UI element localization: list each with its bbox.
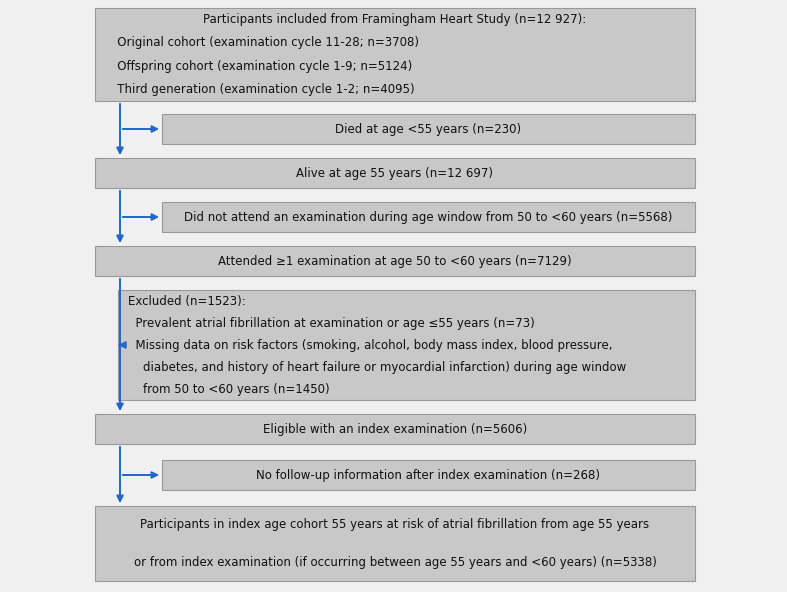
FancyBboxPatch shape xyxy=(95,506,695,581)
Text: Participants included from Framingham Heart Study (n=12 927):: Participants included from Framingham He… xyxy=(203,13,586,26)
Text: Alive at age 55 years (n=12 697): Alive at age 55 years (n=12 697) xyxy=(297,166,493,179)
FancyBboxPatch shape xyxy=(162,460,695,490)
Text: Missing data on risk factors (smoking, alcohol, body mass index, blood pressure,: Missing data on risk factors (smoking, a… xyxy=(128,339,613,352)
FancyBboxPatch shape xyxy=(95,246,695,276)
FancyBboxPatch shape xyxy=(162,114,695,144)
FancyBboxPatch shape xyxy=(162,202,695,232)
Text: Eligible with an index examination (n=5606): Eligible with an index examination (n=56… xyxy=(263,423,527,436)
Text: Prevalent atrial fibrillation at examination or age ≤55 years (n=73): Prevalent atrial fibrillation at examina… xyxy=(128,317,535,330)
Text: Offspring cohort (examination cycle 1-9; n=5124): Offspring cohort (examination cycle 1-9;… xyxy=(105,60,412,73)
Text: or from index examination (if occurring between age 55 years and <60 years) (n=5: or from index examination (if occurring … xyxy=(134,556,656,569)
Text: diabetes, and history of heart failure or myocardial infarction) during age wind: diabetes, and history of heart failure o… xyxy=(128,361,626,374)
Text: Excluded (n=1523):: Excluded (n=1523): xyxy=(128,294,246,307)
Text: Attended ≥1 examination at age 50 to <60 years (n=7129): Attended ≥1 examination at age 50 to <60… xyxy=(218,255,572,268)
Text: Third generation (examination cycle 1-2; n=4095): Third generation (examination cycle 1-2;… xyxy=(105,83,415,96)
FancyBboxPatch shape xyxy=(118,290,695,400)
FancyBboxPatch shape xyxy=(95,158,695,188)
FancyBboxPatch shape xyxy=(95,8,695,101)
Text: from 50 to <60 years (n=1450): from 50 to <60 years (n=1450) xyxy=(128,382,330,395)
FancyBboxPatch shape xyxy=(95,414,695,444)
Text: Did not attend an examination during age window from 50 to <60 years (n=5568): Did not attend an examination during age… xyxy=(184,211,673,224)
Text: No follow-up information after index examination (n=268): No follow-up information after index exa… xyxy=(257,468,600,481)
Text: Participants in index age cohort 55 years at risk of atrial fibrillation from ag: Participants in index age cohort 55 year… xyxy=(140,518,649,531)
Text: Original cohort (examination cycle 11-28; n=3708): Original cohort (examination cycle 11-28… xyxy=(105,36,419,49)
Text: Died at age <55 years (n=230): Died at age <55 years (n=230) xyxy=(335,123,522,136)
